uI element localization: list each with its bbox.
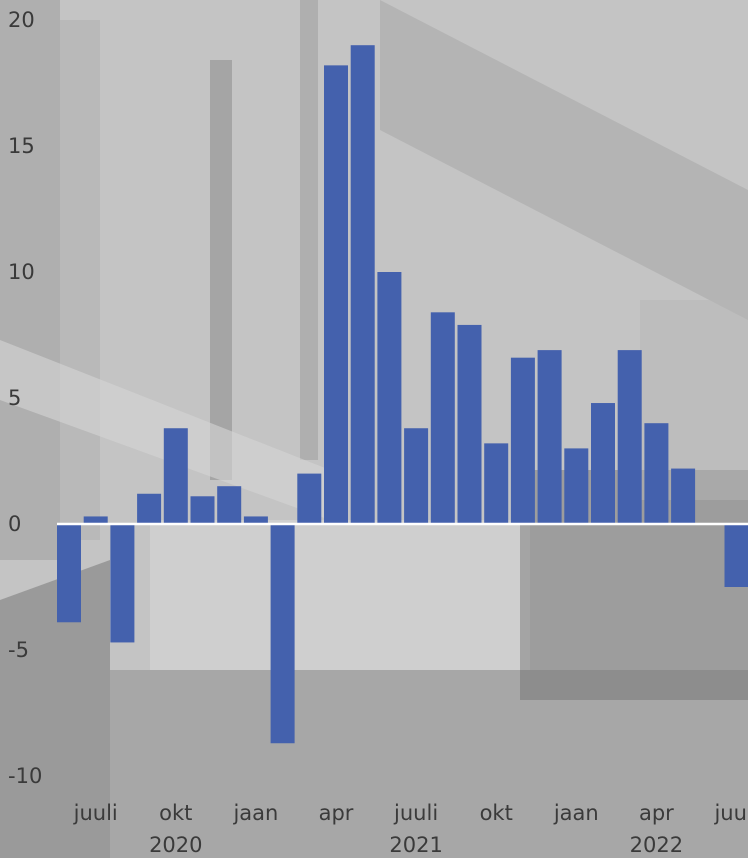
bar-2022-03 xyxy=(617,350,642,524)
bar-2021-10 xyxy=(484,443,509,524)
y-axis: -10 -5 0 5 10 15 20 xyxy=(8,8,42,788)
bar-2021-11 xyxy=(510,357,535,524)
x-axis: juuli okt jaan apr juuli okt jaan apr juuli 2020 2… xyxy=(73,801,748,857)
bar-2021-02 xyxy=(270,524,295,744)
bar-2020-12 xyxy=(217,486,242,524)
bar-2020-08 xyxy=(110,524,135,643)
bar-2021-09 xyxy=(457,324,482,524)
bar-2020-10 xyxy=(163,428,188,524)
x-year-label: 2021 xyxy=(389,833,442,857)
x-tick-label: apr xyxy=(319,801,354,825)
y-tick-label: 20 xyxy=(8,8,35,32)
bar-2021-08 xyxy=(430,312,455,524)
bar-2020-09 xyxy=(137,493,162,524)
bar-2022-02 xyxy=(591,403,615,524)
bar-2021-03 xyxy=(297,473,322,524)
y-tick-label: -5 xyxy=(8,638,29,662)
x-tick-label: okt xyxy=(159,801,192,825)
x-tick-label: okt xyxy=(480,801,513,825)
bar-2021-06 xyxy=(377,272,402,524)
bar-2021-01 xyxy=(243,516,268,524)
y-tick-label: 0 xyxy=(8,512,21,536)
x-year-label: 2022 xyxy=(630,833,683,857)
bar-2020-06 xyxy=(57,524,81,623)
bar-2021-07 xyxy=(404,428,429,524)
x-tick-label: jaan xyxy=(232,801,278,825)
y-tick-label: 15 xyxy=(8,134,35,158)
bar-2022-05 xyxy=(671,468,696,524)
bar-2022-04 xyxy=(644,423,669,524)
bar-2020-11 xyxy=(190,496,215,524)
y-tick-label: -10 xyxy=(8,764,42,788)
bars-layer xyxy=(57,45,748,744)
bar-2021-04 xyxy=(324,65,348,525)
bar-2021-05 xyxy=(350,45,375,524)
x-tick-label: juuli xyxy=(73,801,118,825)
bar-2020-07 xyxy=(83,516,108,524)
x-year-label: 2020 xyxy=(149,833,202,857)
x-tick-label: juuli xyxy=(713,801,748,825)
y-tick-label: 10 xyxy=(8,260,35,284)
x-tick-label: juuli xyxy=(393,801,438,825)
bar-2022-07 xyxy=(724,524,748,587)
bar-2021-12 xyxy=(537,350,562,524)
x-tick-label: apr xyxy=(639,801,674,825)
y-tick-label: 5 xyxy=(8,386,21,410)
x-tick-label: jaan xyxy=(553,801,599,825)
bar-2022-01 xyxy=(564,448,589,524)
